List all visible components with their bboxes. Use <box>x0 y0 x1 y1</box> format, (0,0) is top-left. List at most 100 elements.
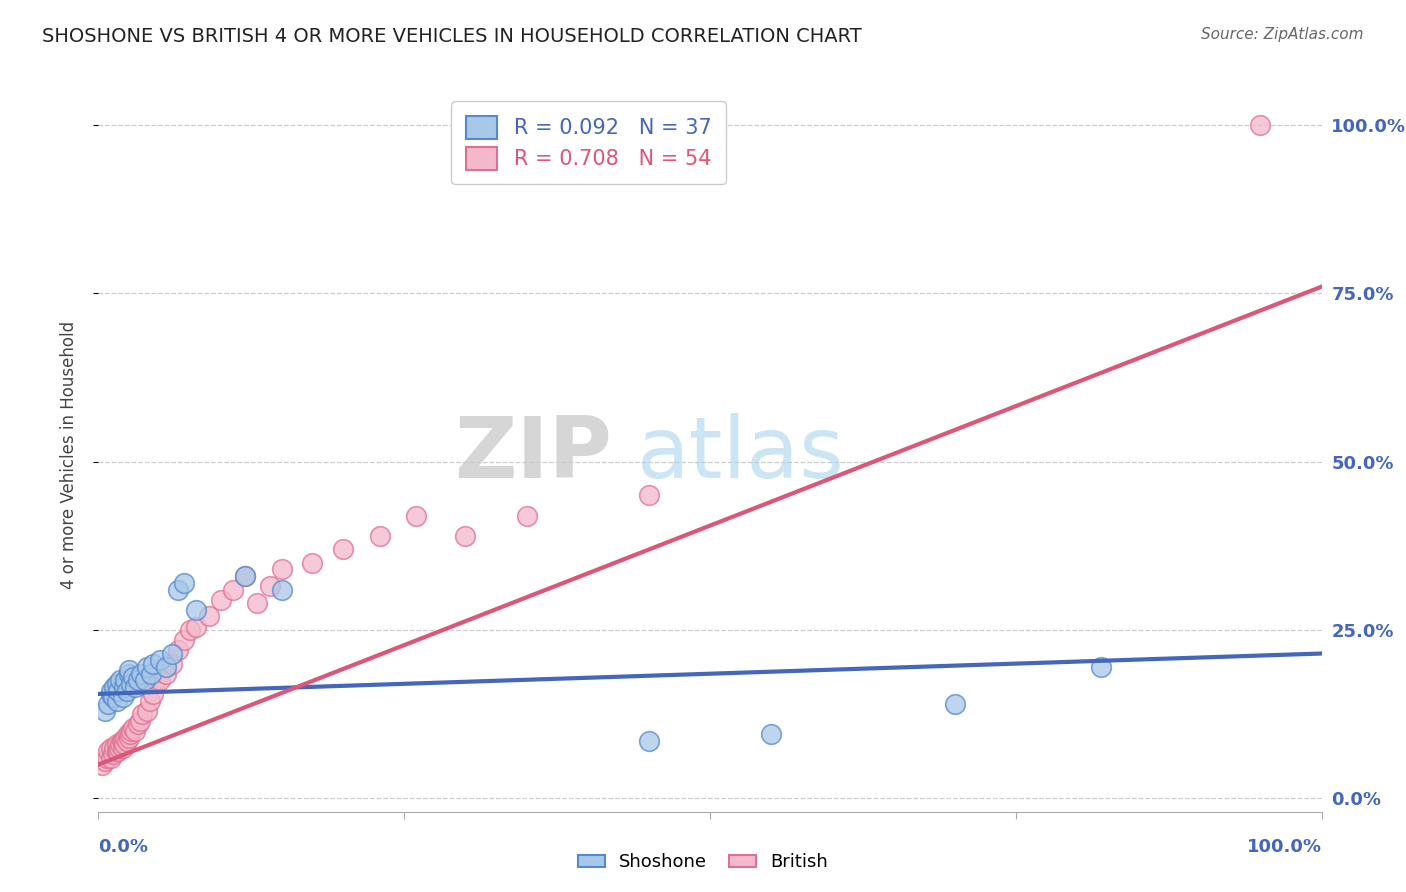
Point <box>129 666 152 681</box>
Point <box>110 738 132 752</box>
Point <box>259 579 281 593</box>
Point <box>100 687 122 701</box>
Text: ZIP: ZIP <box>454 413 612 497</box>
Point <box>127 717 149 731</box>
Point <box>142 687 165 701</box>
Point <box>145 673 167 688</box>
Point <box>120 727 142 741</box>
Point <box>118 666 141 681</box>
Point <box>107 683 129 698</box>
Point <box>97 744 120 758</box>
Point <box>105 738 128 752</box>
Point <box>93 754 115 768</box>
Point <box>142 657 165 671</box>
Point <box>332 542 354 557</box>
Point <box>270 562 294 576</box>
Point <box>100 740 122 755</box>
Point <box>111 734 134 748</box>
Point <box>105 744 128 758</box>
Point <box>114 673 136 688</box>
Text: 0.0%: 0.0% <box>98 838 149 855</box>
Point <box>173 575 195 590</box>
Point <box>160 647 183 661</box>
Point <box>136 704 159 718</box>
Legend: Shoshone, British: Shoshone, British <box>571 847 835 879</box>
Point <box>127 673 149 688</box>
Point <box>111 734 134 748</box>
Point <box>167 582 190 597</box>
Point <box>96 751 118 765</box>
Point <box>405 508 427 523</box>
Point <box>209 592 232 607</box>
Point <box>110 673 132 688</box>
Point <box>121 670 143 684</box>
Point <box>1090 660 1112 674</box>
Point <box>111 690 134 705</box>
Point <box>120 723 142 738</box>
Point <box>91 757 114 772</box>
Point <box>105 693 128 707</box>
Point <box>155 666 177 681</box>
Point <box>270 582 294 597</box>
Point <box>368 529 391 543</box>
Point <box>186 603 208 617</box>
Point <box>115 734 138 748</box>
Point <box>197 609 219 624</box>
Point <box>186 619 208 633</box>
Point <box>233 569 256 583</box>
Text: SHOSHONE VS BRITISH 4 OR MORE VEHICLES IN HOUSEHOLD CORRELATION CHART: SHOSHONE VS BRITISH 4 OR MORE VEHICLES I… <box>42 27 862 45</box>
Point <box>101 747 124 762</box>
Point <box>118 731 141 745</box>
Legend: R = 0.092   N = 37, R = 0.708   N = 54: R = 0.092 N = 37, R = 0.708 N = 54 <box>451 102 725 185</box>
Point <box>131 707 153 722</box>
Point <box>515 508 537 523</box>
Point <box>114 731 136 745</box>
Point <box>638 488 661 502</box>
Point <box>120 677 142 691</box>
Point <box>943 697 966 711</box>
Point <box>139 666 162 681</box>
Point <box>1249 118 1271 132</box>
Point <box>136 660 159 674</box>
Text: Source: ZipAtlas.com: Source: ZipAtlas.com <box>1201 27 1364 42</box>
Point <box>103 740 125 755</box>
Point <box>222 582 245 597</box>
Point <box>160 657 183 671</box>
Point <box>139 693 162 707</box>
Point <box>246 596 269 610</box>
Point <box>761 727 783 741</box>
Point <box>167 643 190 657</box>
Point <box>112 738 135 752</box>
Point <box>108 740 131 755</box>
Point <box>149 653 172 667</box>
Point <box>155 660 177 674</box>
Point <box>101 690 124 705</box>
Point <box>179 623 201 637</box>
Point <box>103 680 125 694</box>
Point <box>115 683 138 698</box>
Point <box>100 683 122 698</box>
Point <box>118 664 141 678</box>
Point <box>93 704 115 718</box>
Point <box>121 721 143 735</box>
Point <box>112 680 135 694</box>
Point <box>233 569 256 583</box>
Point <box>97 697 120 711</box>
Point <box>107 744 129 758</box>
Point <box>124 680 146 694</box>
Point <box>301 556 323 570</box>
Point <box>173 633 195 648</box>
Point <box>134 673 156 688</box>
Point <box>124 723 146 738</box>
Text: 100.0%: 100.0% <box>1247 838 1322 855</box>
Point <box>638 734 661 748</box>
Point <box>117 727 139 741</box>
Point <box>100 751 122 765</box>
Point <box>105 677 128 691</box>
Point <box>129 714 152 728</box>
Point <box>111 740 134 755</box>
Point <box>149 673 172 688</box>
Text: atlas: atlas <box>637 413 845 497</box>
Point <box>454 529 477 543</box>
Y-axis label: 4 or more Vehicles in Household: 4 or more Vehicles in Household <box>59 321 77 589</box>
